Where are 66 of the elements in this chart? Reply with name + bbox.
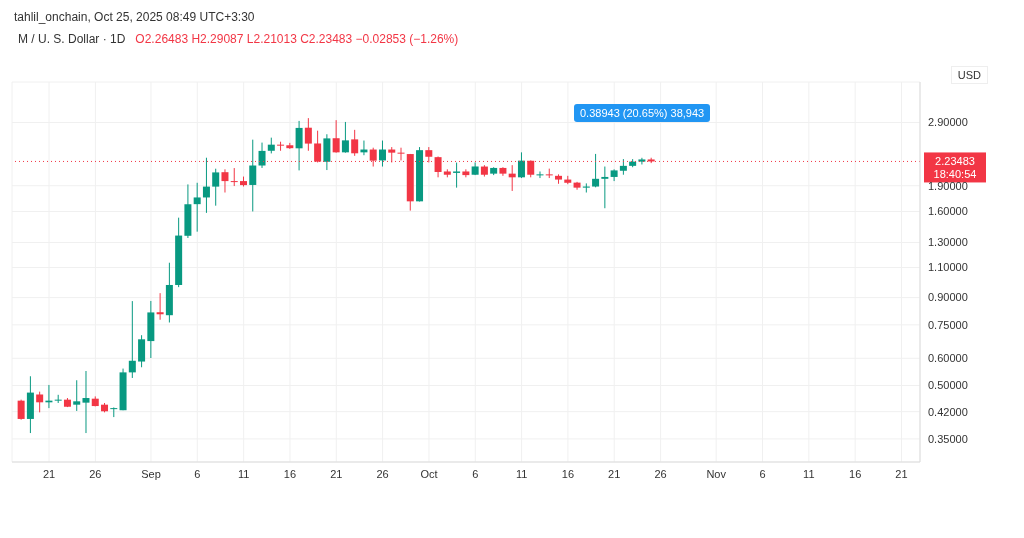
chart-title: M / U. S. Dollar · 1D [18, 32, 126, 46]
y-tick-label: 1.60000 [928, 205, 968, 218]
candlestick [156, 292, 164, 321]
x-tick-label: 26 [376, 467, 389, 480]
y-tick-label: 0.35000 [928, 432, 968, 445]
x-tick-label: 6 [759, 467, 766, 480]
y-tick-label: 1.10000 [928, 261, 968, 274]
x-tick-label: 21 [895, 467, 908, 480]
candlestick [304, 117, 312, 152]
candlestick [128, 300, 136, 379]
candlestick [212, 168, 220, 207]
y-tick-label: 2.90000 [928, 116, 968, 129]
x-tick-label: 6 [472, 467, 479, 480]
y-tick-label: 1.30000 [928, 236, 968, 249]
candlestick [462, 168, 470, 178]
candlestick [193, 182, 201, 233]
candlestick [323, 133, 331, 171]
candlestick [351, 129, 359, 157]
x-tick-label: 16 [849, 467, 862, 480]
candlestick [221, 168, 229, 194]
y-tick-label: 0.42000 [928, 405, 968, 418]
y-tick-label: 0.75000 [928, 318, 968, 331]
chart-subtitle: O2.26483 H2.29087 L2.21013 C2.23483 −0.02853 (−1.26%) [135, 32, 459, 46]
x-tick-label: 21 [608, 467, 621, 480]
candlestick [592, 153, 600, 188]
candlestick [332, 119, 340, 154]
ref-line-label: 2.23483 [935, 155, 975, 168]
x-tick-label: 26 [89, 467, 102, 480]
candlestick [17, 399, 25, 421]
text: tahlil_onchain, Oct 25, 2025 08:49 UTC+3:30 [13, 9, 256, 26]
candlestick [202, 157, 210, 214]
measure-label: 0.38943 (20.65%) 38,943 [574, 104, 711, 122]
candlestick [453, 162, 461, 189]
candlestick [138, 334, 146, 368]
x-tick-label: Oct [420, 467, 438, 480]
y-axis-title: USD [950, 66, 988, 84]
x-tick-label: 11 [237, 467, 250, 480]
candlestick [341, 121, 349, 154]
x-tick-label: 16 [561, 467, 575, 480]
x-tick-label: 16 [283, 467, 297, 480]
y-tick-label: 1.90000 [928, 179, 968, 192]
text: 18:40:54 [933, 168, 977, 181]
y-tick-label: 0.90000 [928, 291, 968, 304]
x-tick-label: 21 [42, 467, 56, 480]
candlestick [517, 151, 525, 179]
x-tick-label: 21 [330, 467, 343, 480]
candlestick [378, 140, 386, 168]
x-tick-label: Sep [141, 467, 161, 480]
candlestick [73, 379, 81, 412]
x-tick-label: Nov [706, 467, 727, 480]
candlestick [230, 167, 238, 187]
candlestick [397, 147, 405, 161]
candlestick [36, 391, 44, 413]
candlestick [82, 370, 90, 434]
candlestick [249, 139, 257, 212]
candlestick [536, 170, 544, 179]
x-tick-label: 11 [515, 467, 528, 480]
candlestick [258, 142, 266, 169]
x-tick-label: 26 [654, 467, 667, 480]
candlestick [601, 166, 609, 209]
y-tick-label: 0.50000 [928, 379, 968, 392]
x-tick-label: 11 [803, 467, 815, 480]
x-tick-label: 6 [194, 467, 201, 480]
candlestick [295, 120, 303, 171]
candlestick [110, 406, 118, 418]
y-tick-label: 0.60000 [928, 352, 968, 365]
